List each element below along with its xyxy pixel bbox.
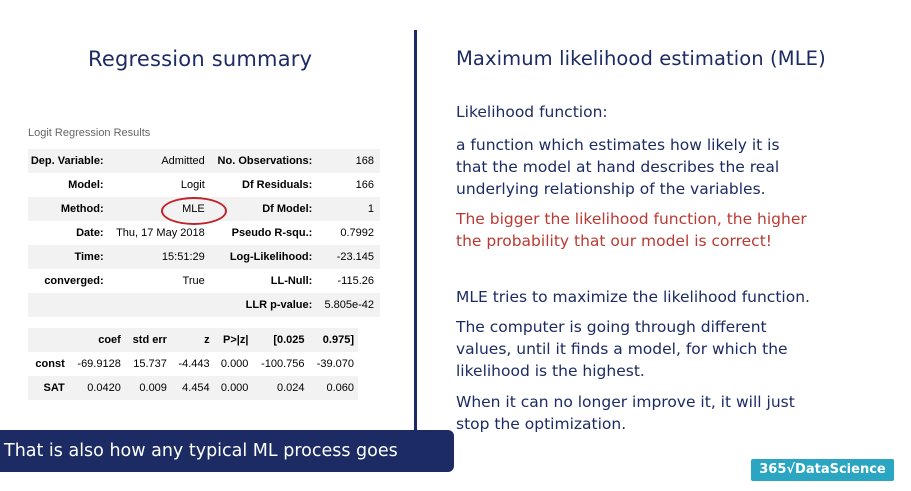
coef-cell: 0.060 — [308, 376, 358, 400]
mle-statement: MLE tries to maximize the likelihood fun… — [456, 288, 810, 306]
summary-row: Model: Logit Df Residuals: 166 — [28, 173, 380, 197]
coef-header: 0.975] — [308, 328, 358, 352]
computer-line: likelihood is the highest. — [456, 362, 645, 380]
summary-key: Df Model: — [210, 197, 321, 221]
summary-key — [28, 293, 112, 317]
coef-header: std err — [124, 328, 171, 352]
summary-value: Thu, 17 May 2018 — [111, 221, 211, 245]
summary-value: 166 — [320, 173, 380, 197]
definition-line: a function which estimates how likely it… — [456, 136, 780, 154]
summary-row: Date: Thu, 17 May 2018 Pseudo R-squ.: 0.799… — [28, 221, 380, 245]
likelihood-heading: Likelihood function: — [456, 103, 608, 121]
summary-value — [111, 293, 211, 317]
summary-value: 0.7992 — [320, 221, 380, 245]
summary-row: LLR p-value: 5.805e-42 — [28, 293, 380, 317]
summary-key: converged: — [28, 269, 112, 293]
summary-row: Method: MLE Df Model: 1 — [28, 197, 380, 221]
stop-line: stop the optimization. — [456, 415, 627, 433]
definition-line: underlying relationship of the variables… — [456, 180, 766, 198]
summary-value: True — [111, 269, 211, 293]
summary-row: Dep. Variable: Admitted No. Observations: 1… — [28, 149, 380, 173]
stop-line: When it can no longer improve it, it wil… — [456, 393, 795, 411]
summary-key: Model: — [28, 173, 112, 197]
coef-row: SAT 0.0420 0.009 4.454 0.000 0.024 0.060 — [28, 376, 358, 400]
coef-header — [28, 328, 69, 352]
definition-line: that the model at hand describes the rea… — [456, 158, 780, 176]
coef-cell: 0.0420 — [68, 376, 125, 400]
computer-text: The computer is going through different … — [456, 316, 788, 382]
summary-key: No. Observations: — [210, 149, 321, 173]
summary-value: 5.805e-42 — [320, 293, 380, 317]
brand-logo: 365√DataScience — [751, 459, 894, 481]
coefficients-table: coef std err z P>|z| [0.025 0.975] const -69.9… — [28, 328, 358, 400]
caption-banner: That is also how any typical ML process … — [0, 430, 454, 472]
summary-key: Date: — [28, 221, 112, 245]
coef-row-label: SAT — [28, 376, 69, 400]
highlight-line: The bigger the likelihood function, the … — [456, 210, 807, 228]
summary-value: Admitted — [111, 149, 211, 173]
vertical-divider — [414, 30, 417, 430]
summary-key: LL-Null: — [210, 269, 321, 293]
summary-key: Method: — [28, 197, 112, 221]
coef-cell: -100.756 — [252, 352, 309, 376]
summary-key: Pseudo R-squ.: — [210, 221, 321, 245]
coef-cell: 0.000 — [213, 352, 253, 376]
coef-cell: 0.009 — [124, 376, 171, 400]
left-title: Regression summary — [88, 47, 313, 71]
summary-value: -23.145 — [320, 245, 380, 269]
summary-key: Time: — [28, 245, 112, 269]
summary-value: 168 — [320, 149, 380, 173]
summary-value: Logit — [111, 173, 211, 197]
summary-table: Dep. Variable: Admitted No. Observations: 1… — [28, 149, 380, 317]
coef-cell: 15.737 — [124, 352, 171, 376]
highlight-line: the probability that our model is correc… — [456, 232, 772, 250]
summary-key: LLR p-value: — [210, 293, 321, 317]
highlight-text: The bigger the likelihood function, the … — [456, 208, 807, 252]
summary-key: Log-Likelihood: — [210, 245, 321, 269]
coef-cell: 0.024 — [252, 376, 309, 400]
stop-text: When it can no longer improve it, it wil… — [456, 391, 795, 435]
summary-key: Df Residuals: — [210, 173, 321, 197]
coef-header: z — [170, 328, 214, 352]
definition-text: a function which estimates how likely it… — [456, 134, 780, 200]
summary-value: 15:51:29 — [111, 245, 211, 269]
coef-header: [0.025 — [252, 328, 309, 352]
computer-line: The computer is going through different — [456, 318, 767, 336]
summary-key: Dep. Variable: — [28, 149, 112, 173]
coef-header: coef — [68, 328, 125, 352]
coef-row: const -69.9128 15.737 -4.443 0.000 -100.756 -3… — [28, 352, 358, 376]
coef-cell: 4.454 — [170, 376, 214, 400]
coef-header: P>|z| — [213, 328, 253, 352]
computer-line: values, until it finds a model, for whic… — [456, 340, 788, 358]
results-caption: Logit Regression Results — [28, 127, 151, 139]
summary-row: Time: 15:51:29 Log-Likelihood: -23.145 — [28, 245, 380, 269]
coef-cell: -69.9128 — [68, 352, 125, 376]
summary-value: 1 — [320, 197, 380, 221]
right-title: Maximum likelihood estimation (MLE) — [456, 47, 826, 70]
summary-row: converged: True LL-Null: -115.26 — [28, 269, 380, 293]
coef-cell: -39.070 — [308, 352, 358, 376]
coef-row-label: const — [28, 352, 69, 376]
coef-cell: 0.000 — [213, 376, 253, 400]
summary-value: -115.26 — [320, 269, 380, 293]
mle-highlight-circle — [161, 197, 227, 225]
coef-cell: -4.443 — [170, 352, 214, 376]
